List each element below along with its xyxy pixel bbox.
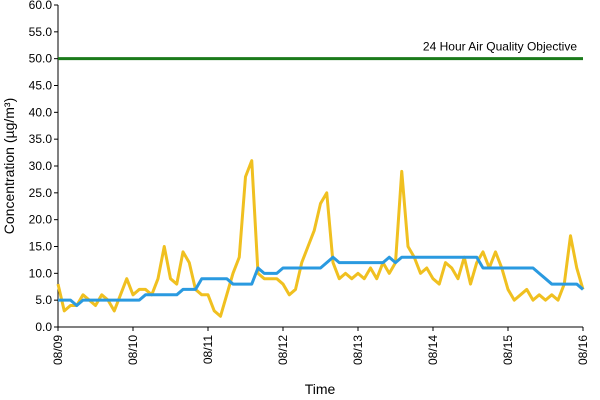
- y-axis-label: Concentration (µg/m³): [1, 98, 17, 234]
- series-line: [56, 159, 585, 318]
- y-tick-label: 50.0: [29, 52, 53, 66]
- y-tick-label: 30.0: [29, 159, 53, 173]
- x-axis-label: Time: [305, 381, 336, 397]
- y-tick-label: 55.0: [29, 25, 53, 39]
- x-tick-label: 08/11: [201, 335, 215, 364]
- series-line: [58, 255, 584, 308]
- x-tick-label: 08/14: [426, 335, 440, 365]
- x-tick-label: 08/15: [501, 335, 515, 365]
- y-tick-label: 20.0: [29, 213, 53, 227]
- y-tick-label: 0.0: [35, 320, 52, 334]
- x-tick-label: 08/09: [51, 335, 65, 365]
- y-tick-label: 5.0: [35, 293, 52, 307]
- x-tick-label: 08/12: [276, 335, 290, 365]
- y-tick-label: 35.0: [29, 132, 53, 146]
- y-tick-label: 45.0: [29, 79, 53, 93]
- y-tick-label: 40.0: [29, 105, 53, 119]
- y-tick-label: 15.0: [29, 240, 53, 254]
- x-tick-label: 08/13: [351, 335, 365, 365]
- y-tick-label: 60.0: [29, 0, 53, 12]
- x-tick-label: 08/10: [126, 335, 140, 365]
- y-tick-label: 10.0: [29, 266, 53, 280]
- y-tick-label: 25.0: [29, 186, 53, 200]
- annotation: 24 Hour Air Quality Objective: [423, 40, 577, 54]
- x-tick-label: 08/16: [576, 335, 590, 365]
